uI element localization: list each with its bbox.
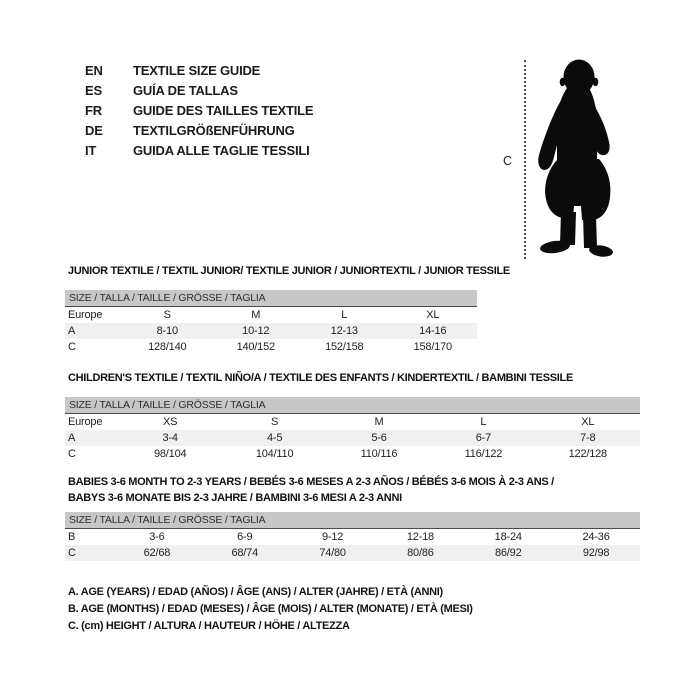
table-cell: 140/152 bbox=[236, 341, 276, 353]
table-cell: 62/68 bbox=[143, 547, 171, 559]
table-cell: 3-6 bbox=[149, 531, 165, 543]
row-label: Europe bbox=[68, 416, 103, 428]
row-label: C bbox=[68, 547, 76, 559]
table-cell: 104/110 bbox=[255, 448, 294, 460]
table-cell: 12-18 bbox=[406, 531, 434, 543]
language-title: GUIDA ALLE TAGLIE TESSILI bbox=[133, 142, 310, 158]
table-row: C 128/140 140/152 152/158 158/170 bbox=[65, 339, 477, 355]
table-cell: 5-6 bbox=[371, 432, 387, 444]
table-cell: 24-36 bbox=[582, 531, 610, 543]
row-label: A bbox=[68, 325, 76, 337]
children-size-table: SIZE / TALLA / TAILLE / GRÖSSE / TAGLIA … bbox=[65, 397, 640, 462]
table-cell: 116/122 bbox=[464, 448, 503, 460]
language-row: DE TEXTILGRÖßENFÜHRUNG bbox=[85, 120, 313, 140]
table-cell: 4-5 bbox=[266, 432, 283, 444]
row-label: C bbox=[68, 341, 76, 353]
table-cell: L bbox=[480, 416, 487, 428]
table-cell: 152/158 bbox=[325, 341, 364, 353]
table-cell: 9-12 bbox=[321, 531, 344, 543]
table-cell: XL bbox=[581, 416, 595, 428]
table-cell: M bbox=[251, 309, 261, 321]
language-row: ES GUÍA DE TALLAS bbox=[85, 80, 313, 100]
language-row: EN TEXTILE SIZE GUIDE bbox=[85, 60, 313, 80]
footnotes: A. AGE (YEARS) / EDAD (AÑOS) / ÂGE (ANS)… bbox=[68, 584, 473, 635]
section-title-junior: JUNIOR TEXTILE / TEXTIL JUNIOR/ TEXTILE … bbox=[68, 265, 510, 277]
table-cell: 7-8 bbox=[580, 432, 596, 444]
row-label: Europe bbox=[68, 309, 103, 321]
footnote-b: B. AGE (MONTHS) / EDAD (MESES) / ÂGE (MO… bbox=[68, 603, 473, 615]
table-cell: 10-12 bbox=[242, 325, 270, 337]
size-table-header: SIZE / TALLA / TAILLE / GRÖSSE / TAGLIA bbox=[65, 397, 640, 414]
table-row: Europe XS S M L XL bbox=[65, 414, 640, 430]
table-cell: XL bbox=[426, 309, 440, 321]
table-cell: 98/104 bbox=[153, 448, 187, 460]
table-cell: 68/74 bbox=[231, 547, 258, 559]
footnote-a: A. AGE (YEARS) / EDAD (AÑOS) / ÂGE (ANS)… bbox=[68, 586, 443, 598]
language-title: GUIDE DES TAILLES TEXTILE bbox=[133, 102, 314, 118]
language-title: GUÍA DE TALLAS bbox=[133, 82, 238, 98]
table-row: A 3-4 4-5 5-6 6-7 7-8 bbox=[65, 430, 640, 446]
table-cell: 74/80 bbox=[319, 547, 346, 559]
row-label: A bbox=[68, 432, 76, 444]
table-cell: S bbox=[163, 309, 171, 321]
language-code: FR bbox=[85, 102, 102, 118]
row-label: B bbox=[68, 531, 76, 543]
size-table-header: SIZE / TALLA / TAILLE / GRÖSSE / TAGLIA bbox=[65, 290, 477, 307]
section-title-babies: BABIES 3-6 MONTH TO 2-3 YEARS / BEBÉS 3-… bbox=[68, 476, 554, 504]
language-title: TEXTILGRÖßENFÜHRUNG bbox=[133, 122, 295, 138]
table-cell: 92/98 bbox=[582, 547, 610, 559]
table-row: C 98/104 104/110 110/116 116/122 122/128 bbox=[65, 446, 640, 462]
size-table-header: SIZE / TALLA / TAILLE / GRÖSSE / TAGLIA bbox=[65, 512, 640, 529]
footnote-c: C. (cm) HEIGHT / ALTURA / HAUTEUR / HÖHE… bbox=[68, 620, 350, 632]
height-measure-label: C bbox=[503, 154, 513, 168]
language-code: IT bbox=[85, 142, 97, 158]
table-row: B 3-6 6-9 9-12 12-18 18-24 24-36 bbox=[65, 529, 640, 545]
table-cell: 12-13 bbox=[330, 325, 358, 337]
table-cell: 6-7 bbox=[475, 432, 492, 444]
table-cell: 6-9 bbox=[237, 531, 253, 543]
table-row: C 62/68 68/74 74/80 80/86 86/92 92/98 bbox=[65, 545, 640, 561]
row-label: C bbox=[68, 448, 76, 460]
table-row: Europe S M L XL bbox=[65, 307, 477, 323]
table-cell: 128/140 bbox=[148, 341, 187, 353]
table-cell: 18-24 bbox=[494, 531, 522, 543]
table-cell: 86/92 bbox=[494, 547, 522, 559]
language-code: ES bbox=[85, 82, 102, 98]
babies-size-table: SIZE / TALLA / TAILLE / GRÖSSE / TAGLIA … bbox=[65, 512, 640, 561]
table-cell: 14-16 bbox=[419, 325, 447, 337]
language-code: DE bbox=[85, 122, 103, 138]
table-cell: S bbox=[271, 416, 279, 428]
table-cell: 158/170 bbox=[413, 341, 453, 353]
language-row: FR GUIDE DES TAILLES TEXTILE bbox=[85, 100, 314, 120]
section-title-children: CHILDREN'S TEXTILE / TEXTIL NIÑO/A / TEX… bbox=[68, 372, 573, 384]
language-code: EN bbox=[85, 62, 103, 78]
baby-silhouette-icon bbox=[538, 59, 613, 257]
table-cell: 8-10 bbox=[156, 325, 178, 337]
table-cell: 122/128 bbox=[568, 448, 608, 460]
height-measure-line bbox=[524, 60, 526, 259]
table-cell: M bbox=[374, 416, 384, 428]
table-cell: XS bbox=[163, 416, 178, 428]
language-list: EN TEXTILE SIZE GUIDE ES GUÍA DE TALLAS … bbox=[85, 60, 314, 160]
language-row: IT GUIDA ALLE TAGLIE TESSILI bbox=[85, 140, 313, 160]
table-row: A 8-10 10-12 12-13 14-16 bbox=[65, 323, 477, 339]
language-title: TEXTILE SIZE GUIDE bbox=[133, 62, 261, 78]
table-cell: 110/116 bbox=[360, 448, 398, 460]
table-cell: 80/86 bbox=[407, 547, 434, 559]
junior-size-table: SIZE / TALLA / TAILLE / GRÖSSE / TAGLIA … bbox=[65, 290, 477, 355]
table-cell: L bbox=[341, 309, 348, 321]
table-cell: 3-4 bbox=[162, 432, 179, 444]
